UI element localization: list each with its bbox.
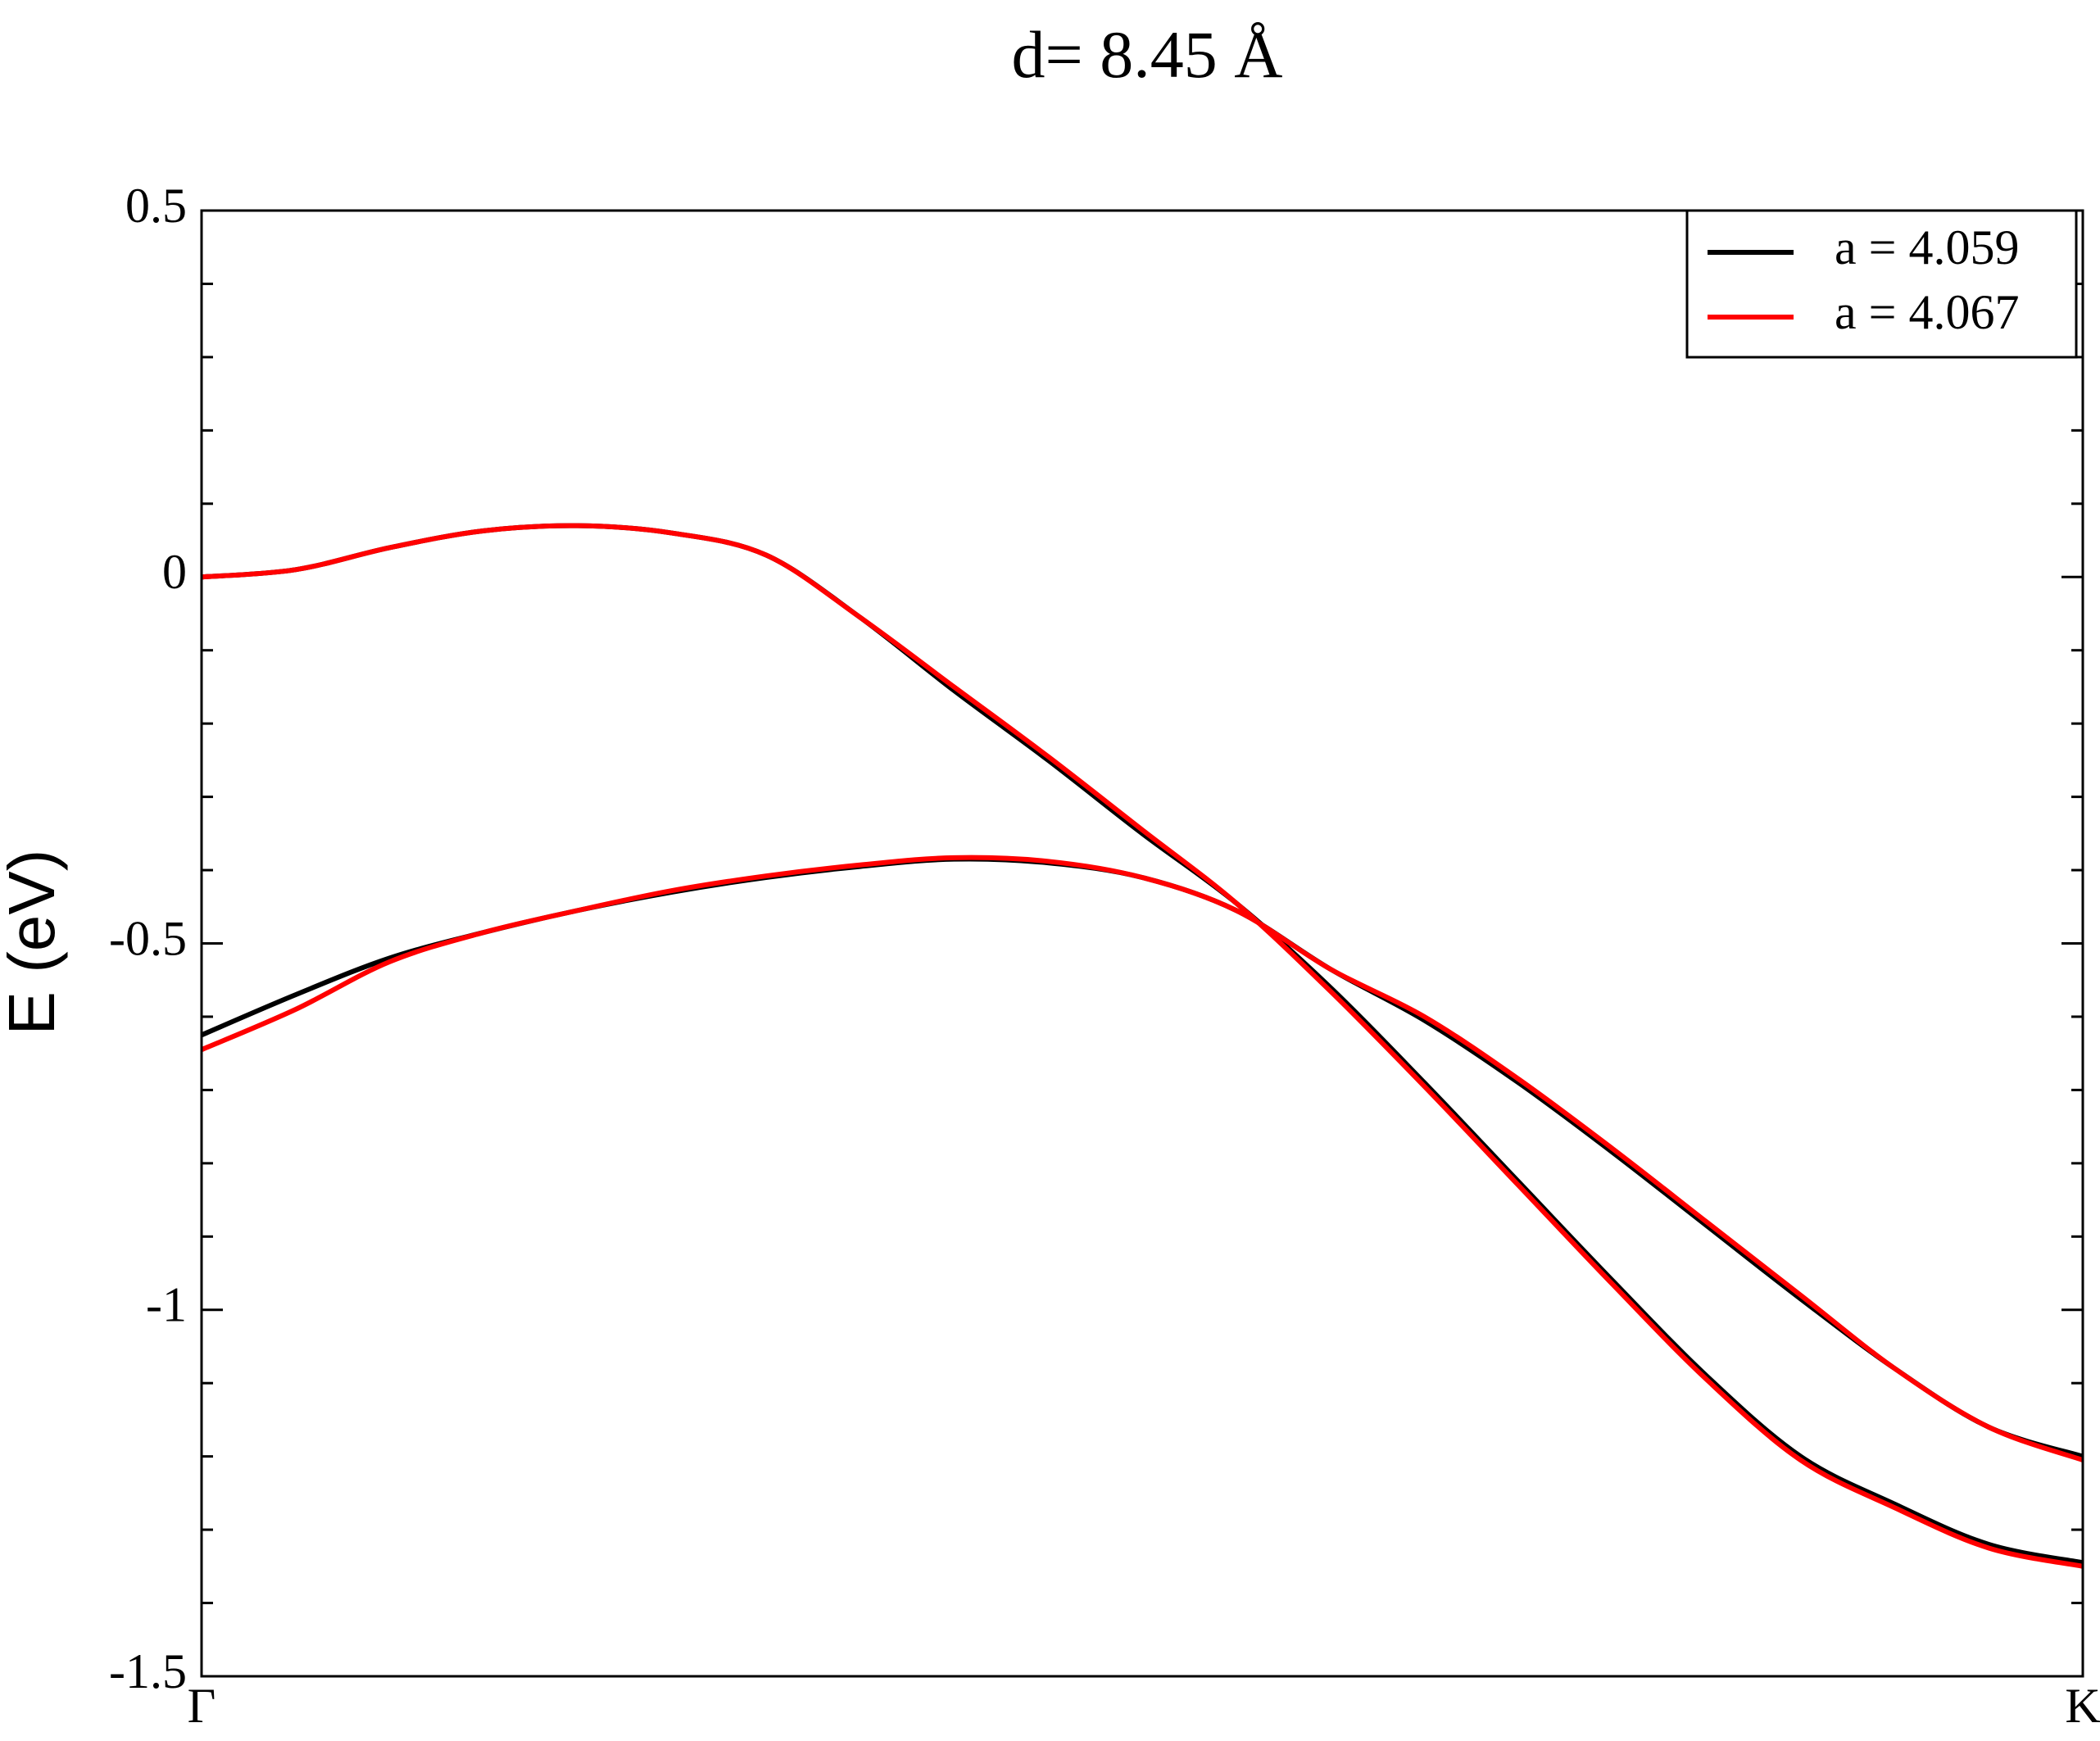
y-tick-label: -1.5 xyxy=(109,1644,187,1698)
x-tick-label: K xyxy=(2065,1679,2100,1733)
legend-label: a = 4.059 xyxy=(1835,220,2019,274)
band-line xyxy=(201,523,2084,1569)
y-tick-label: -0.5 xyxy=(109,911,187,965)
y-tick-label: 0.5 xyxy=(125,179,187,233)
x-tick-label: Γ xyxy=(188,1679,216,1733)
band-line xyxy=(200,855,2084,1462)
plot-frame xyxy=(200,209,2084,1678)
y-tick-label: -1 xyxy=(146,1278,187,1332)
y-axis-label: E (eV) xyxy=(0,850,68,1036)
y-tick-label: 0 xyxy=(162,545,187,599)
legend-label: a = 4.067 xyxy=(1835,285,2019,339)
legend-box xyxy=(1685,209,2078,359)
band-line xyxy=(201,523,2084,1566)
band-line xyxy=(200,856,2084,1459)
chart-title: d= 8.45 Å xyxy=(1012,17,1283,92)
